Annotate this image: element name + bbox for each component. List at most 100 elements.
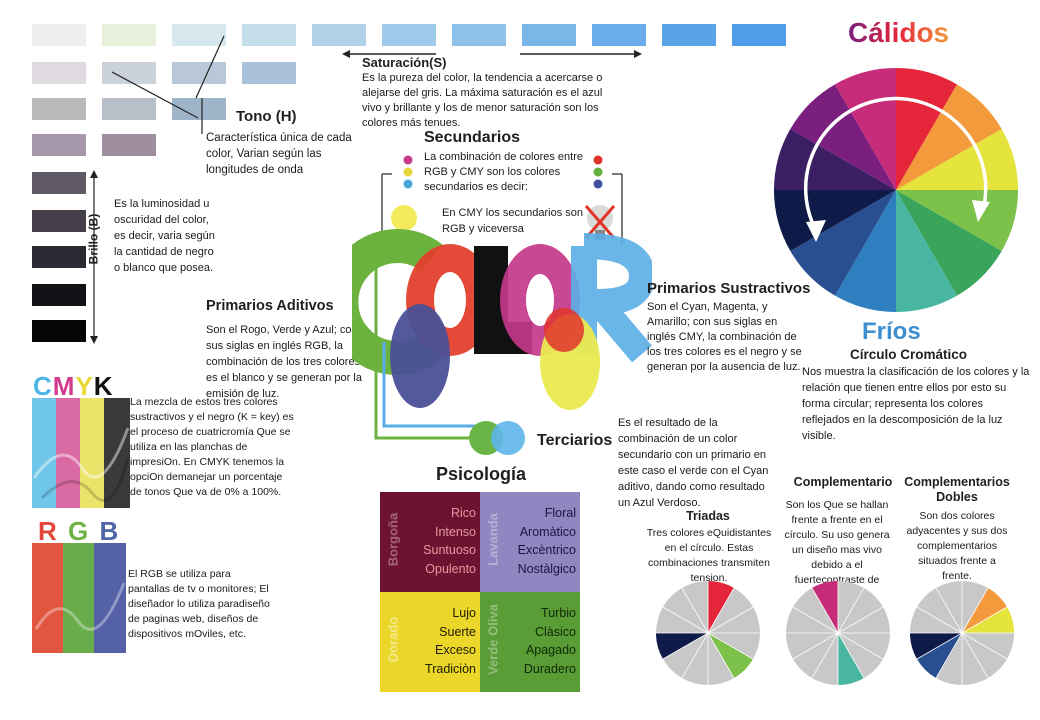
harmony-divider	[662, 632, 709, 660]
word: Rico	[450, 506, 476, 520]
complementary-text: Son los Que se hallan frente a frente en…	[784, 499, 890, 601]
saturation-title: Saturación(S)	[362, 55, 447, 70]
subtractive-title: Primarios Sustractivos	[647, 280, 811, 297]
harmony-wheels	[656, 581, 1014, 685]
harmony-divider	[961, 632, 989, 679]
secondary-title: Secundarios	[424, 129, 521, 146]
harmony-divider	[837, 587, 865, 634]
harmony-divider	[837, 632, 865, 679]
wheel-cold-label: Fríos	[862, 318, 921, 345]
brightness-text: Es la luminosidad u oscuridad del color,…	[114, 198, 215, 274]
cmyk-photo-strips	[32, 398, 130, 508]
word: Tradiciòn	[425, 661, 476, 676]
harmony-divider	[811, 587, 839, 634]
psychology-words-dorado: Lujo Suerte Exceso Tradiciòn	[425, 604, 476, 678]
wheel-warm-label: Cálidos	[848, 17, 949, 49]
harmony-divider	[707, 632, 754, 660]
color-word-graphic	[352, 155, 652, 440]
wheel-segment	[790, 84, 896, 190]
rgb-letter-b: B	[99, 516, 119, 546]
harmony-divider	[935, 632, 963, 679]
wheel-segment	[896, 129, 1018, 190]
rgb-photo-strips	[32, 543, 126, 653]
secondary-text: La combinación de colores entre RGB y CM…	[424, 151, 583, 193]
word: Turbio	[541, 606, 576, 620]
rgb-letters: R G B	[38, 516, 118, 547]
saturation-swatch	[592, 24, 646, 46]
harmony-divider	[681, 632, 709, 679]
wheel-segment	[835, 190, 896, 312]
harmony-divider	[707, 632, 735, 679]
cmyk-letter-c: C	[33, 371, 53, 401]
wheel-segment	[896, 84, 1002, 190]
harmony-divider	[837, 632, 884, 660]
harmony-segment	[656, 633, 708, 659]
psychology-title: Psicología	[436, 464, 527, 484]
rgb-letter-g: G	[68, 516, 89, 546]
wheel-text: Nos muestra la clasificación de los colo…	[802, 366, 1030, 442]
arrow-icon	[972, 200, 990, 222]
saturation-swatch	[102, 24, 156, 46]
psychology-label-borgona: Borgoña	[385, 512, 401, 567]
tertiary-text: Es el resultado de la combinación de un …	[618, 417, 769, 509]
brightness-label: Brillo (B)	[86, 213, 101, 265]
saturation-swatch-grid	[32, 24, 786, 156]
psychology-label-dorado: Dorado	[385, 616, 401, 663]
harmony-segment	[910, 633, 962, 659]
word: Nostàlgico	[517, 561, 576, 576]
triads-text: Tres colores eQuidistantes en el círculo…	[646, 527, 772, 584]
word: Excèntrico	[517, 543, 576, 557]
warm-arc	[803, 96, 988, 235]
cmyk-letters: CMYK	[33, 371, 114, 402]
word: Clàsico	[535, 624, 576, 639]
psychology-words-verde-oliva: Turbio Clàsico Apagado Duradero	[524, 604, 576, 678]
wheel-segment	[790, 190, 896, 296]
harmony-divider	[792, 606, 839, 634]
psychology-label-verde-oliva: Verde Oliva	[485, 604, 501, 675]
additive-text: Son el Rogo, Verde y Azul; con sus sigla…	[206, 324, 362, 400]
word: Suntuoso	[423, 543, 476, 557]
harmony-segment	[812, 581, 838, 633]
harmony-divider	[961, 587, 989, 634]
word: Lujo	[452, 606, 476, 620]
color-wheel	[774, 68, 1018, 312]
double-complementary-text: Son dos colores adyacentes y sus dos com…	[906, 510, 1008, 582]
harmony-divider	[961, 606, 1008, 634]
harmony-segment	[708, 581, 734, 633]
psychology-words-lavanda: Floral Aromàtico Excèntrico Nostàlgico	[518, 504, 576, 578]
word: Floral	[544, 506, 576, 520]
rgb-letter-r: R	[38, 516, 57, 546]
word: Intenso	[434, 524, 476, 539]
harmony-segment	[838, 633, 864, 685]
wheel-segment	[896, 190, 1002, 296]
word: Opulento	[425, 561, 476, 576]
harmony-divider	[681, 587, 709, 634]
tertiary-title: Terciarios	[537, 432, 613, 449]
psychology-grid: Borgoña Rico Intenso Suntuoso Opulento L…	[380, 492, 580, 692]
arrow-icon	[806, 220, 826, 242]
psychology-cell-dorado: Dorado Lujo Suerte Exceso Tradiciòn	[380, 592, 480, 692]
wheel-segment	[774, 190, 896, 251]
secondary-note: En CMY los secundarios son RGB y vicever…	[442, 207, 584, 235]
harmony-divider	[792, 632, 839, 660]
triads-title: Triadas	[686, 509, 730, 523]
harmony-divider	[837, 606, 884, 634]
double-complementary-title: Complementarios Dobles	[904, 475, 1010, 504]
rgb-text: El RGB se utiliza para pantallas de tv o…	[128, 568, 270, 640]
saturation-swatch	[732, 24, 786, 46]
wheel-segment	[774, 129, 896, 190]
harmony-divider	[811, 632, 839, 679]
saturation-swatch	[242, 24, 296, 46]
saturation-swatch	[172, 24, 226, 46]
saturation-swatch	[32, 24, 86, 46]
word: Apagado	[525, 643, 576, 657]
saturation-row	[32, 24, 786, 46]
saturation-swatch	[522, 24, 576, 46]
additive-title: Primarios Aditivos	[206, 298, 334, 314]
saturation-swatch	[312, 24, 366, 46]
saturation-swatch	[452, 24, 506, 46]
harmony-divider	[961, 632, 1008, 660]
harmony-divider	[916, 606, 963, 634]
cmyk-letter-y: Y	[75, 371, 94, 401]
harmony-divider	[935, 587, 963, 634]
